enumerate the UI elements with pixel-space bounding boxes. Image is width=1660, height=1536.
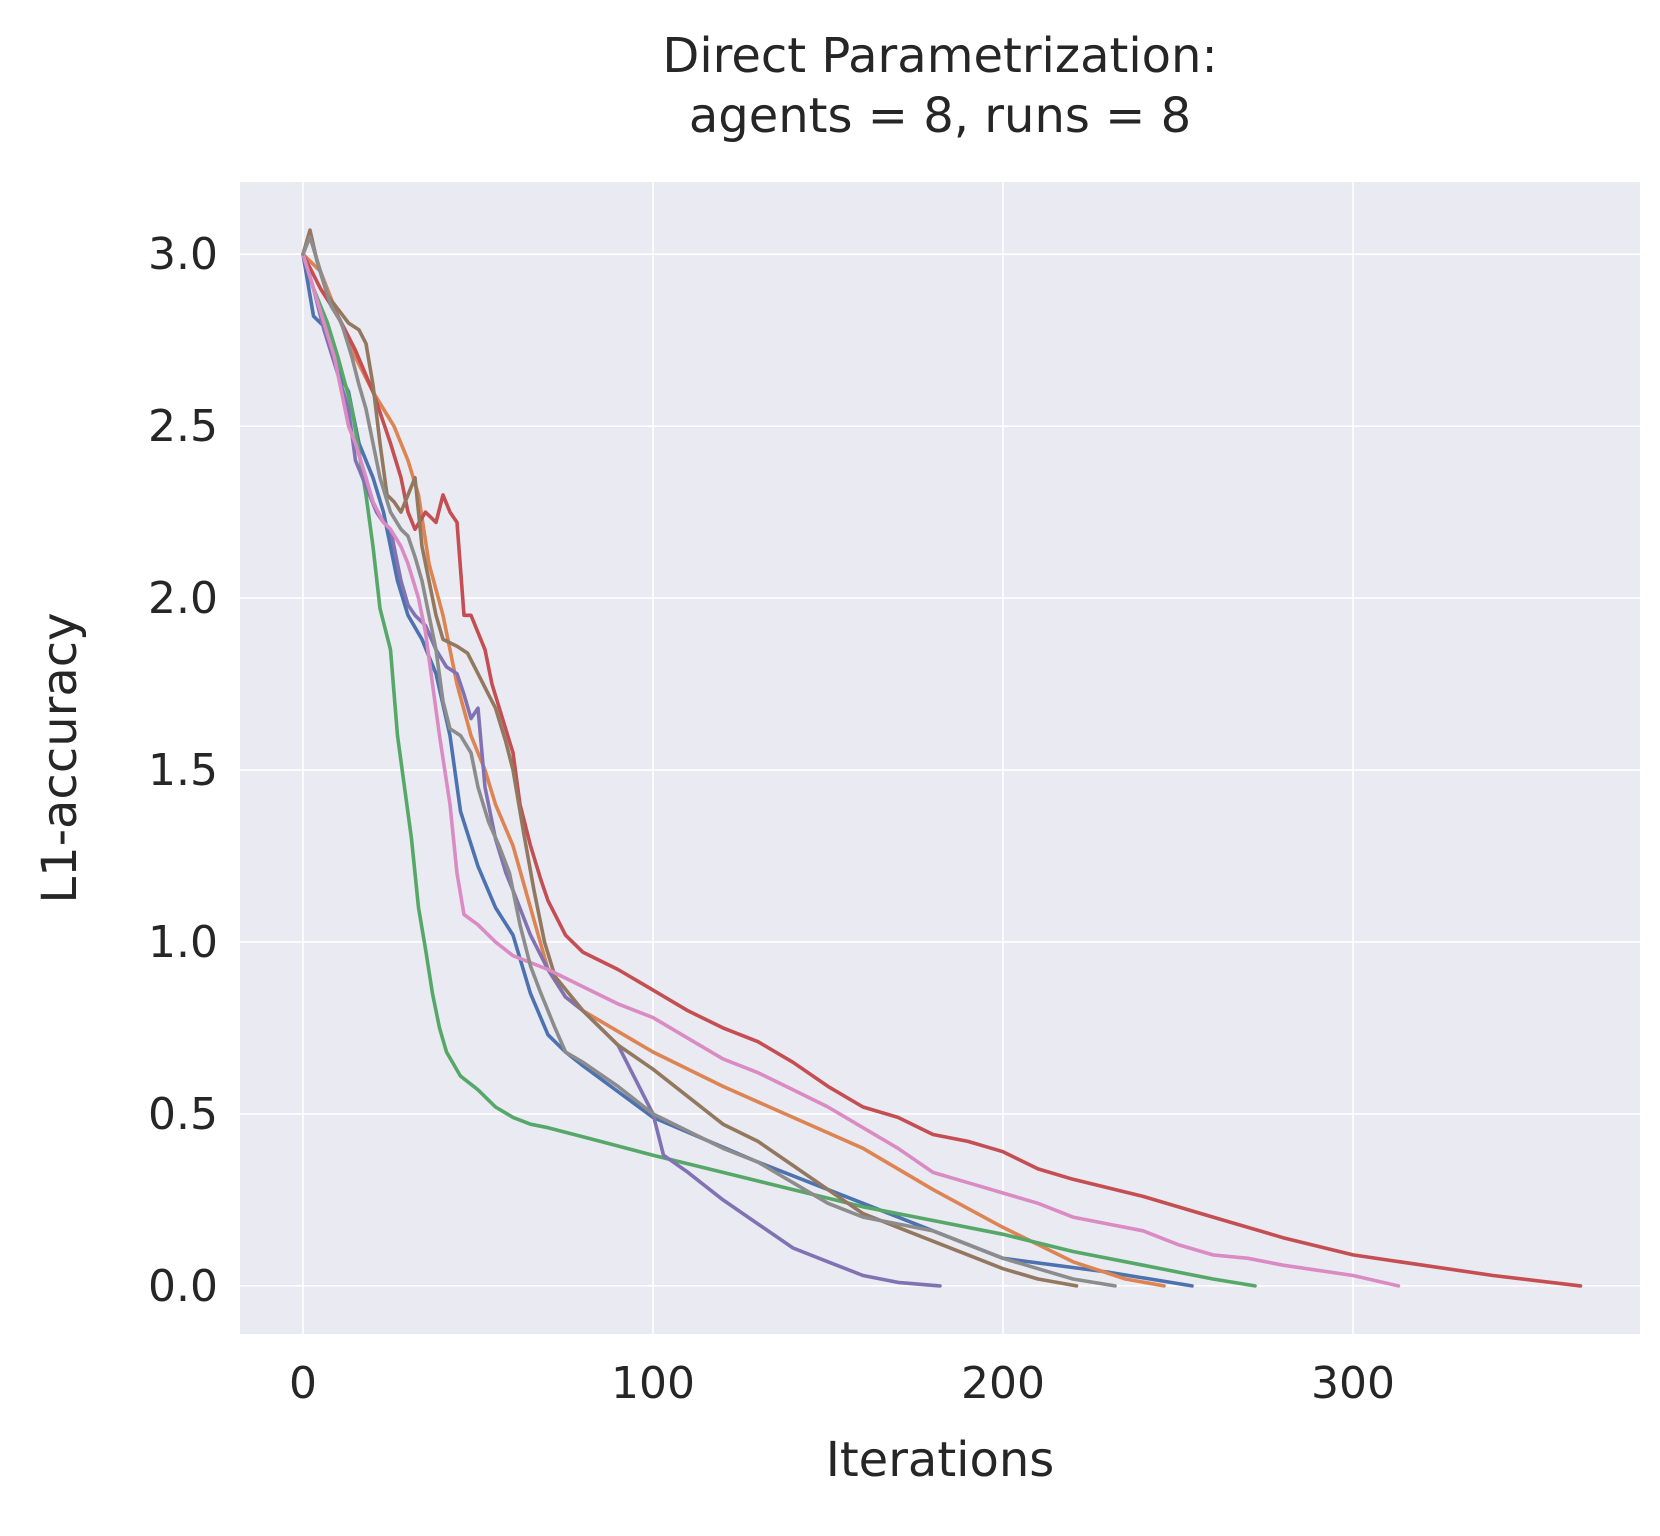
y-tick-label: 2.5 [148,401,218,452]
chart-title: Direct Parametrization: [662,28,1217,84]
x-axis-label: Iterations [826,1432,1055,1488]
series-line-2 [301,252,1166,1288]
series-line-5 [301,252,942,1288]
series-line-8 [301,235,1117,1288]
series-line-3 [301,252,1257,1288]
y-tick-label: 3.0 [148,229,218,280]
y-tick-label: 1.5 [148,745,218,796]
y-axis-label: L1-accuracy [32,612,88,903]
chart-subtitle: agents = 8, runs = 8 [689,88,1191,144]
y-tick-label: 0.5 [148,1089,218,1140]
x-tick-label: 100 [611,1358,695,1409]
series-line-6 [301,228,1079,1288]
x-tick-labels: 0 100 200 300 [289,1358,1395,1409]
x-tick-label: 200 [961,1358,1045,1409]
plot-area [240,182,1640,1334]
series-lines [301,228,1583,1288]
y-tick-labels: 0.0 0.5 1.0 1.5 2.0 2.5 3.0 [148,229,218,1312]
series-line-7 [301,252,1401,1288]
y-tick-label: 2.0 [148,573,218,624]
x-tick-label: 0 [289,1358,317,1409]
series-line-4 [301,252,1583,1288]
y-tick-label: 1.0 [148,917,218,968]
y-tick-label: 0.0 [148,1261,218,1312]
x-tick-label: 300 [1311,1358,1395,1409]
